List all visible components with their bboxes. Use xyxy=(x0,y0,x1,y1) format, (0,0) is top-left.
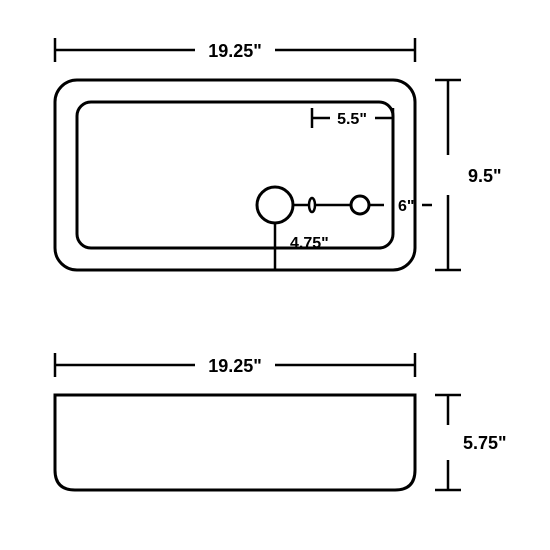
faucet-hole xyxy=(351,196,369,214)
dim-height-bottom: 5.75" xyxy=(435,395,507,490)
dim-drain-to-bottom-label: 4.75" xyxy=(290,235,329,252)
dim-height-bottom-label: 5.75" xyxy=(463,433,507,453)
dim-faucet-inset: 5.5" xyxy=(312,108,393,128)
sink-outer xyxy=(55,80,415,270)
dim-height-top: 9.5" xyxy=(435,80,502,270)
dim-faucet-to-edge-label: 6" xyxy=(398,198,414,215)
dim-width-bottom-label: 19.25" xyxy=(208,356,262,376)
dim-width-bottom: 19.25" xyxy=(55,353,415,377)
sink-side-profile xyxy=(55,395,415,490)
dim-width-top: 19.25" xyxy=(55,38,415,62)
dim-height-top-label: 9.5" xyxy=(468,166,502,186)
dim-width-top-label: 19.25" xyxy=(208,41,262,61)
side-view xyxy=(55,395,415,490)
top-view xyxy=(55,80,415,270)
dim-faucet-inset-label: 5.5" xyxy=(337,111,367,128)
overflow-hole xyxy=(309,198,315,212)
drain-hole xyxy=(257,187,293,223)
